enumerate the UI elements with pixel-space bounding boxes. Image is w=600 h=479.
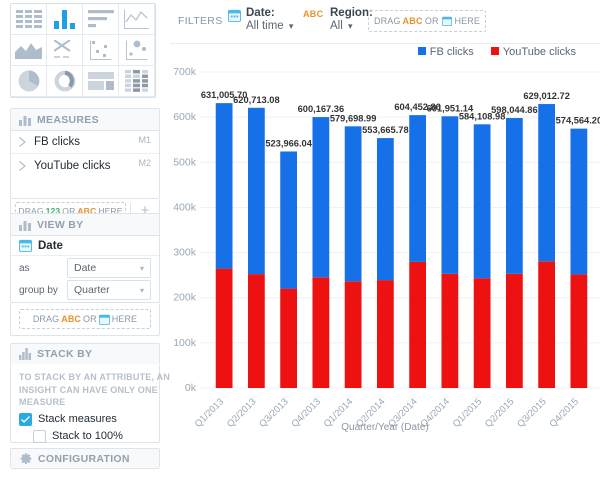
svg-text:500k: 500k xyxy=(173,156,197,168)
svg-text:598,044.86: 598,044.86 xyxy=(491,105,538,115)
svg-text:100k: 100k xyxy=(173,337,197,349)
svg-text:574,564.20: 574,564.20 xyxy=(556,116,600,126)
svg-text:200k: 200k xyxy=(173,292,197,304)
svg-text:300k: 300k xyxy=(173,247,197,259)
svg-text:600k: 600k xyxy=(173,111,197,123)
svg-text:523,966.04: 523,966.04 xyxy=(265,138,312,148)
svg-text:700k: 700k xyxy=(173,66,197,78)
svg-text:0k: 0k xyxy=(185,382,197,394)
svg-text:553,665.78: 553,665.78 xyxy=(362,125,409,135)
svg-text:620,713.08: 620,713.08 xyxy=(233,95,280,105)
svg-text:629,012.72: 629,012.72 xyxy=(523,91,570,101)
svg-text:579,698.99: 579,698.99 xyxy=(330,113,377,123)
svg-text:400k: 400k xyxy=(173,201,197,213)
